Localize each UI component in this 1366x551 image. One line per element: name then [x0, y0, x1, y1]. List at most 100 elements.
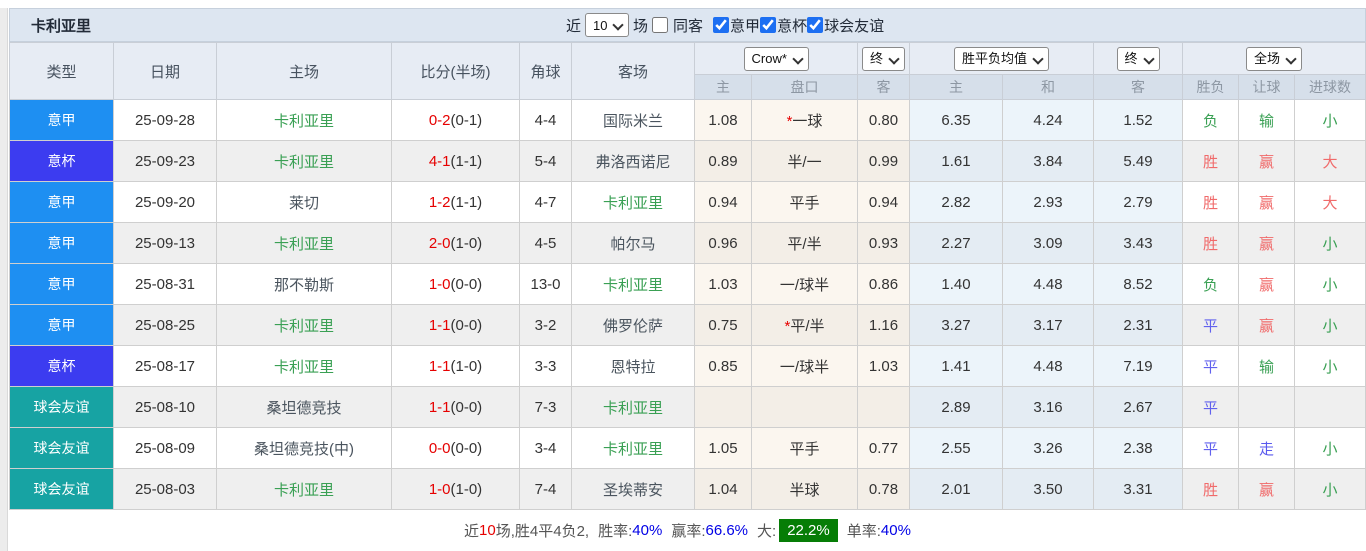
recent-count-select-wrap: 10	[585, 13, 630, 37]
same-away-label: 同客	[673, 17, 704, 35]
avg-home-odds: 2.89	[909, 386, 1003, 428]
odds-company-select[interactable]: Crow*	[743, 46, 809, 71]
result-cell: 胜	[1182, 140, 1239, 182]
avg-away-odds: 1.52	[1093, 99, 1183, 141]
type-cell: 球会友谊	[9, 427, 114, 469]
goals-cell: 大	[1294, 181, 1366, 223]
avg-home-odds: 2.82	[909, 181, 1003, 223]
match-row: 意杯 25-09-23 卡利亚里 4-1(1-1) 5-4 弗洛西诺尼 0.89 半/一 0.9…	[9, 140, 1366, 182]
date-cell: 25-09-13	[113, 222, 217, 264]
crow-handicap: 平手	[751, 427, 858, 469]
crow-handicap: 一/球半	[751, 263, 858, 305]
handicap-result-cell: 输	[1238, 345, 1295, 387]
avg-draw-odds: 3.17	[1002, 304, 1094, 346]
col-header-score: 比分(半场)	[391, 42, 520, 100]
single-rate-label: 单率:	[846, 523, 881, 540]
corners-cell: 7-4	[519, 468, 572, 510]
result-cell: 平	[1182, 427, 1239, 469]
col-header-home: 主场	[216, 42, 392, 100]
crow-home-odds: 0.96	[694, 222, 752, 264]
matches-table: 类型 日期 主场 比分(半场) 角球 客场 Crow* 终 胜平负均值	[9, 42, 1366, 510]
match-row: 球会友谊 25-08-03 卡利亚里 1-0(1-0) 7-4 圣埃蒂安 1.04 半球 0.7…	[9, 468, 1366, 510]
crow-handicap: 平手	[751, 181, 858, 223]
league-filter[interactable]: 意甲	[713, 15, 760, 36]
avg-home-odds: 2.01	[909, 468, 1003, 510]
crow-home-odds: 1.04	[694, 468, 752, 510]
result-cell: 负	[1182, 263, 1239, 305]
score-cell: 0-2(0-1)	[391, 99, 520, 141]
handicap-result-cell: 赢	[1238, 222, 1295, 264]
col-header-type: 类型	[9, 42, 114, 100]
crow-handicap: 半/一	[751, 140, 858, 182]
handicap-result-cell: 走	[1238, 427, 1295, 469]
score-cell: 4-1(1-1)	[391, 140, 520, 182]
date-cell: 25-08-09	[113, 427, 217, 469]
type-cell: 意甲	[9, 304, 114, 346]
score-cell: 0-0(0-0)	[391, 427, 520, 469]
home-team-cell: 那不勒斯	[216, 263, 392, 305]
away-team-cell: 卡利亚里	[571, 386, 695, 428]
avg-draw-odds: 3.09	[1002, 222, 1094, 264]
col-header-date: 日期	[113, 42, 217, 100]
avg-home-odds: 6.35	[909, 99, 1003, 141]
cover-rate-label: 赢率:	[671, 523, 706, 540]
result-cell: 平	[1182, 304, 1239, 346]
league-filter-checkbox[interactable]	[760, 17, 777, 33]
type-cell: 意甲	[9, 222, 114, 264]
league-filter[interactable]: 意杯	[760, 15, 807, 36]
crow-away-odds	[857, 386, 910, 428]
handicap-result-cell	[1238, 386, 1295, 428]
crow-away-odds: 1.03	[857, 345, 910, 387]
match-row: 意杯 25-08-17 卡利亚里 1-1(1-0) 3-3 恩特拉 0.85 一/球半 1.03…	[9, 345, 1366, 387]
avg-away-odds: 5.49	[1093, 140, 1183, 182]
average-odds-select-cell: 胜平负均值	[909, 42, 1094, 75]
score-cell: 1-1(0-0)	[391, 304, 520, 346]
crow-home-odds: 0.94	[694, 181, 752, 223]
away-team-cell: 国际米兰	[571, 99, 695, 141]
avg-home-odds: 2.27	[909, 222, 1003, 264]
scope-select[interactable]: 全场	[1246, 46, 1302, 71]
avg-draw-odds: 3.26	[1002, 427, 1094, 469]
sub-header-goals: 进球数	[1294, 74, 1366, 100]
corners-cell: 3-2	[519, 304, 572, 346]
odds-company-select-cell: Crow*	[694, 42, 858, 75]
recent-count-select[interactable]: 10	[585, 13, 630, 37]
sub-header-crow-away: 客	[857, 74, 910, 100]
date-cell: 25-09-28	[113, 99, 217, 141]
type-cell: 意杯	[9, 345, 114, 387]
away-team-cell: 帕尔马	[571, 222, 695, 264]
avg-draw-odds: 4.24	[1002, 99, 1094, 141]
same-away-checkbox[interactable]	[652, 17, 669, 33]
handicap-result-cell: 赢	[1238, 263, 1295, 305]
corners-cell: 4-5	[519, 222, 572, 264]
title-bar: 卡利亚里 近 10 场 同客 意甲 意杯 球会友谊	[9, 8, 1366, 42]
handicap-result-cell: 赢	[1238, 304, 1295, 346]
sub-header-avg-away: 客	[1093, 74, 1183, 100]
match-row: 意甲 25-09-20 莱切 1-2(1-1) 4-7 卡利亚里 0.94 平手 0.94 2.8…	[9, 181, 1366, 223]
crow-handicap: *一球	[751, 99, 858, 141]
crow-away-odds: 0.93	[857, 222, 910, 264]
sub-header-handicap-res: 让球	[1238, 74, 1295, 100]
home-team-cell: 卡利亚里	[216, 99, 392, 141]
avg-away-odds: 3.43	[1093, 222, 1183, 264]
league-filter[interactable]: 球会友谊	[807, 15, 884, 36]
corners-cell: 3-4	[519, 427, 572, 469]
avg-away-odds: 3.31	[1093, 468, 1183, 510]
final-odds-select-1[interactable]: 终	[862, 46, 905, 71]
score-cell: 1-1(0-0)	[391, 386, 520, 428]
crow-away-odds: 0.99	[857, 140, 910, 182]
footer-count: 10	[479, 522, 496, 539]
league-filter-checkbox[interactable]	[807, 17, 824, 33]
home-team-cell: 桑坦德竞技	[216, 386, 392, 428]
avg-home-odds: 1.41	[909, 345, 1003, 387]
crow-handicap: 半球	[751, 468, 858, 510]
crow-away-odds: 1.16	[857, 304, 910, 346]
final-odds-select-2[interactable]: 终	[1116, 46, 1160, 71]
match-row: 球会友谊 25-08-09 桑坦德竞技(中) 0-0(0-0) 3-4 卡利亚里 1.05 平…	[9, 427, 1366, 469]
match-row: 意甲 25-09-13 卡利亚里 2-0(1-0) 4-5 帕尔马 0.96 平/半 0.93 2…	[9, 222, 1366, 264]
average-odds-select[interactable]: 胜平负均值	[954, 46, 1049, 71]
away-team-cell: 弗洛西诺尼	[571, 140, 695, 182]
handicap-result-cell: 赢	[1238, 140, 1295, 182]
league-filter-checkbox[interactable]	[713, 17, 730, 33]
